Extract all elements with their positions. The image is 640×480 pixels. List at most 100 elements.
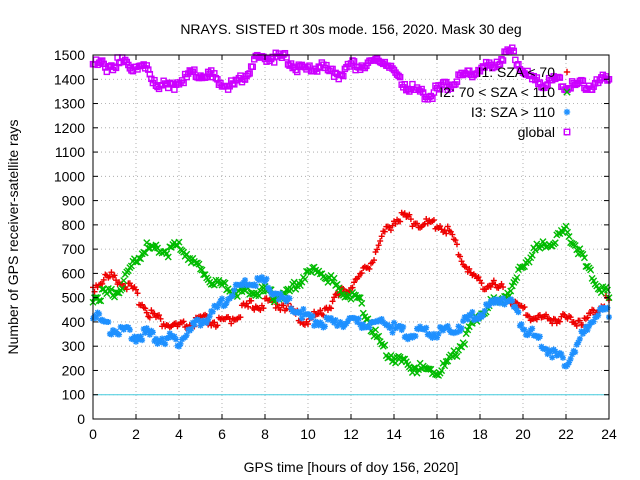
data-point	[529, 325, 536, 332]
data-point	[358, 270, 365, 277]
data-point	[551, 239, 559, 247]
data-point	[172, 336, 179, 343]
data-point	[515, 309, 522, 316]
legend-label: I3: SZA > 110	[471, 104, 555, 120]
data-point	[143, 62, 150, 69]
data-point	[429, 95, 436, 103]
data-point	[135, 254, 143, 262]
data-point	[377, 237, 384, 244]
data-point	[521, 304, 528, 311]
data-point	[162, 341, 169, 348]
data-point	[457, 253, 464, 260]
data-point	[533, 316, 540, 323]
y-tick-label: 0	[77, 411, 85, 427]
data-point	[263, 275, 270, 282]
data-point	[206, 313, 213, 320]
data-point	[142, 305, 149, 312]
data-point	[462, 330, 470, 338]
data-point	[466, 67, 473, 74]
data-point	[481, 307, 488, 314]
legend-marker	[563, 108, 571, 116]
data-point	[249, 63, 256, 71]
data-point	[469, 308, 476, 315]
data-point	[116, 331, 123, 338]
data-point	[414, 220, 421, 227]
legend: I1: SZA < 70 I2: 70 < SZA < 110 I3: SZA > …	[439, 64, 571, 140]
data-point	[251, 306, 258, 313]
data-point	[374, 246, 381, 253]
data-point	[180, 79, 187, 87]
data-point	[556, 318, 563, 325]
data-point	[584, 314, 591, 321]
data-point	[552, 316, 559, 323]
data-point	[307, 268, 315, 276]
data-point	[435, 330, 442, 337]
data-point	[480, 312, 487, 319]
data-point	[525, 258, 533, 266]
data-point	[183, 250, 191, 258]
data-point	[180, 248, 188, 256]
data-point	[320, 312, 327, 319]
data-point	[188, 325, 195, 332]
data-point	[478, 280, 485, 287]
data-point	[228, 320, 235, 327]
chart-title: NRAYS. SISTED rt 30s mode. 156, 2020. Ma…	[180, 21, 521, 37]
data-point	[576, 317, 583, 324]
data-point	[559, 354, 566, 361]
data-point	[183, 332, 190, 339]
data-point	[562, 222, 570, 230]
legend-marker	[563, 88, 571, 96]
data-point	[498, 280, 505, 287]
data-point	[137, 255, 145, 263]
data-point	[211, 319, 218, 326]
data-point	[97, 297, 105, 305]
data-point	[270, 59, 278, 66]
data-point	[438, 367, 446, 375]
data-point	[595, 312, 602, 319]
data-point	[157, 315, 164, 322]
data-point	[126, 326, 133, 333]
data-point	[580, 254, 588, 262]
data-point	[317, 307, 324, 314]
y-tick-label: 1200	[54, 120, 85, 136]
data-point	[340, 72, 347, 80]
data-point	[461, 340, 469, 348]
data-point	[243, 300, 250, 307]
y-tick-label: 100	[62, 387, 86, 403]
data-point	[500, 284, 507, 291]
data-point	[389, 329, 396, 336]
data-point	[100, 276, 107, 283]
data-point	[507, 287, 515, 295]
data-point	[444, 223, 451, 230]
data-point	[355, 273, 362, 280]
data-point	[355, 293, 363, 301]
data-point	[123, 286, 130, 293]
data-point	[281, 49, 289, 57]
data-point	[300, 306, 307, 313]
data-point	[526, 313, 533, 320]
data-point	[280, 302, 287, 309]
data-point	[96, 310, 103, 317]
data-point	[175, 238, 183, 246]
data-point	[336, 287, 344, 295]
y-tick-label: 400	[62, 314, 86, 330]
data-point	[566, 359, 573, 366]
data-point	[579, 77, 587, 84]
x-axis-label: GPS time [hours of doy 156, 2020]	[244, 459, 459, 475]
data-point	[407, 216, 414, 223]
x-tick-label: 22	[558, 426, 574, 442]
data-point	[499, 57, 507, 64]
data-point	[490, 277, 497, 284]
data-point	[401, 210, 408, 217]
legend-marker	[563, 68, 571, 76]
data-point	[453, 241, 460, 248]
data-point	[466, 265, 473, 272]
data-point	[576, 335, 583, 342]
data-point	[246, 70, 253, 77]
data-point	[146, 314, 153, 321]
data-point	[355, 315, 362, 322]
data-point	[99, 280, 106, 287]
data-point	[452, 237, 459, 244]
data-point	[424, 220, 431, 227]
data-point	[565, 233, 573, 241]
